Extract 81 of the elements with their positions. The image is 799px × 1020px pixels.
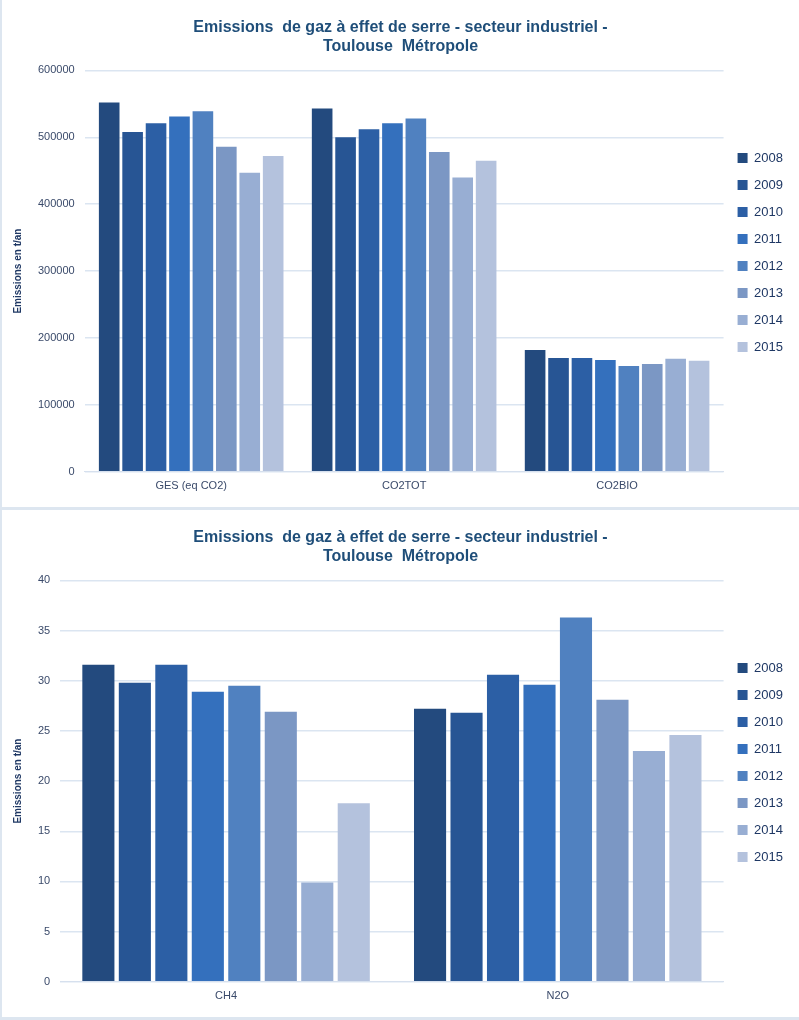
y-tick-label: 5	[44, 924, 51, 937]
bar	[155, 664, 188, 982]
y-tick-label: 400000	[37, 197, 75, 210]
bar	[82, 664, 115, 982]
x-tick-label: GES (eq CO2)	[155, 479, 227, 492]
bar	[475, 160, 497, 472]
bar	[122, 131, 143, 472]
x-tick-label: CH4	[215, 989, 238, 1002]
legend-label: 2009	[754, 176, 783, 192]
bar	[595, 360, 616, 472]
bar	[669, 734, 702, 982]
x-tick-label: N2O	[546, 989, 570, 1002]
legend-label: 2010	[754, 713, 783, 729]
legend-label: 2011	[754, 740, 783, 756]
bar	[428, 152, 450, 472]
bar	[382, 123, 403, 472]
legend-label: 2008	[754, 659, 783, 675]
legend-label: 2014	[754, 821, 783, 837]
bar	[264, 711, 297, 982]
bar	[145, 123, 167, 472]
bar	[596, 699, 629, 982]
bar	[358, 129, 380, 472]
legend-label: 2012	[754, 257, 783, 273]
y-tick-label: 0	[44, 974, 51, 987]
bar	[414, 708, 447, 982]
legend-label: 2010	[754, 203, 783, 219]
y-tick-label: 10	[37, 874, 51, 887]
y-tick-label: 500000	[37, 130, 75, 143]
x-tick-label: CO2TOT	[381, 479, 427, 492]
bar	[228, 685, 261, 982]
chart-title: Emissions de gaz à effet de serre - secteur industriel - Toulouse Métropole	[193, 528, 608, 565]
bar	[688, 360, 710, 472]
bar	[239, 172, 261, 472]
bar	[262, 156, 284, 472]
y-tick-label: 600000	[37, 63, 75, 76]
bar	[191, 691, 224, 982]
y-tick-label: 20	[37, 774, 51, 787]
bar	[523, 684, 556, 982]
y-tick-label: 25	[37, 723, 51, 736]
legend-label: 2013	[754, 794, 783, 810]
bar	[524, 350, 546, 472]
bar	[169, 116, 190, 472]
bar	[632, 751, 666, 982]
bar	[216, 146, 237, 472]
bar	[571, 358, 593, 472]
bar	[641, 364, 663, 472]
legend-label: 2015	[754, 848, 783, 864]
bar	[559, 617, 593, 982]
bar	[618, 366, 640, 472]
y-tick-label: 35	[37, 623, 51, 636]
legend-label: 2012	[754, 767, 783, 783]
bar	[665, 358, 686, 472]
x-tick-label: CO2BIO	[596, 479, 639, 492]
y-tick-label: 100000	[37, 397, 75, 410]
bar	[98, 102, 120, 472]
y-tick-label: 40	[37, 573, 51, 586]
y-tick-label: 0	[68, 464, 75, 477]
legend-label: 2015	[754, 338, 783, 354]
bar	[335, 137, 356, 472]
y-tick-label: 300000	[37, 264, 75, 277]
bar	[452, 177, 474, 472]
bar	[337, 803, 370, 982]
y-tick-label: 30	[37, 673, 51, 686]
legend-label: 2008	[754, 149, 783, 165]
bar	[450, 712, 483, 982]
bar	[405, 118, 427, 472]
legend-label: 2014	[754, 311, 783, 327]
y-axis-title: Emissions en t/an	[11, 738, 23, 824]
bar	[301, 882, 334, 982]
bar	[118, 682, 151, 982]
legend-label: 2011	[754, 230, 783, 246]
y-tick-label: 15	[37, 824, 51, 837]
bar	[548, 358, 569, 472]
legend-label: 2013	[754, 284, 783, 300]
y-tick-label: 200000	[37, 331, 75, 344]
bar	[486, 674, 520, 982]
bar	[311, 108, 333, 472]
legend-label: 2009	[754, 686, 783, 702]
chart-title: Emissions de gaz à effet de serre - secteur industriel - Toulouse Métropole	[193, 18, 608, 55]
y-axis-title: Emissions en t/an	[11, 228, 23, 314]
bar	[192, 111, 214, 472]
